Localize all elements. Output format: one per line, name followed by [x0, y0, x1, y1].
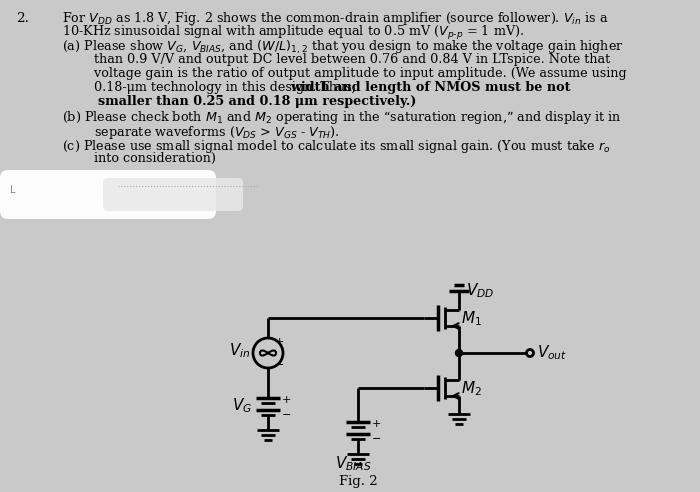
Text: $V_{BIAS}$: $V_{BIAS}$ — [335, 454, 371, 473]
Text: (a) Please show $V_G$, $V_{BIAS}$, and $(W/L)_{1,2}$ that you design to make the: (a) Please show $V_G$, $V_{BIAS}$, and $… — [62, 38, 624, 56]
Text: 10-KHz sinusoidal signal with amplitude equal to 0.5 mV ($V_{p\text{-}p}$ = 1 mV: 10-KHz sinusoidal signal with amplitude … — [62, 24, 524, 42]
Text: +: + — [372, 419, 382, 429]
Text: 0.18-μm technology in this design. Thus,: 0.18-μm technology in this design. Thus, — [62, 81, 360, 94]
Text: +: + — [275, 337, 284, 347]
Text: +: + — [282, 395, 291, 405]
Text: L: L — [10, 185, 15, 195]
Circle shape — [456, 349, 463, 357]
FancyBboxPatch shape — [0, 170, 216, 219]
Text: smaller than 0.25 and 0.18 μm respectively.): smaller than 0.25 and 0.18 μm respective… — [62, 95, 416, 108]
Text: width and length of NMOS must be not: width and length of NMOS must be not — [290, 81, 570, 94]
Text: −: − — [275, 360, 284, 370]
Text: −: − — [372, 434, 382, 444]
Text: $V_{out}$: $V_{out}$ — [537, 343, 567, 362]
Text: Fig. 2: Fig. 2 — [339, 475, 377, 488]
Text: $M_2$: $M_2$ — [461, 379, 482, 398]
Text: $V_{in}$: $V_{in}$ — [229, 341, 250, 360]
Text: (b) Please check both $M_1$ and $M_2$ operating in the “saturation region,” and : (b) Please check both $M_1$ and $M_2$ op… — [62, 109, 622, 126]
Text: separate waveforms ($V_{DS}$ > $V_{GS}$ - $V_{TH}$).: separate waveforms ($V_{DS}$ > $V_{GS}$ … — [62, 123, 340, 141]
Text: than 0.9 V/V and output DC level between 0.76 and 0.84 V in LTspice. Note that: than 0.9 V/V and output DC level between… — [62, 53, 610, 65]
Text: voltage gain is the ratio of output amplitude to input amplitude. (We assume usi: voltage gain is the ratio of output ampl… — [62, 67, 626, 80]
Text: (c) Please use small signal model to calculate its small signal gain. (You must : (c) Please use small signal model to cal… — [62, 138, 610, 155]
FancyBboxPatch shape — [103, 178, 243, 211]
Text: $V_G$: $V_G$ — [232, 397, 252, 415]
Text: into consideration): into consideration) — [62, 152, 216, 165]
Text: $V_{DD}$: $V_{DD}$ — [466, 281, 494, 300]
Text: −: − — [282, 410, 291, 420]
Text: For $V_{DD}$ as 1.8 V, Fig. 2 shows the common-drain amplifier (source follower): For $V_{DD}$ as 1.8 V, Fig. 2 shows the … — [62, 10, 608, 27]
Text: 2.: 2. — [16, 12, 29, 25]
Text: $M_1$: $M_1$ — [461, 309, 482, 328]
